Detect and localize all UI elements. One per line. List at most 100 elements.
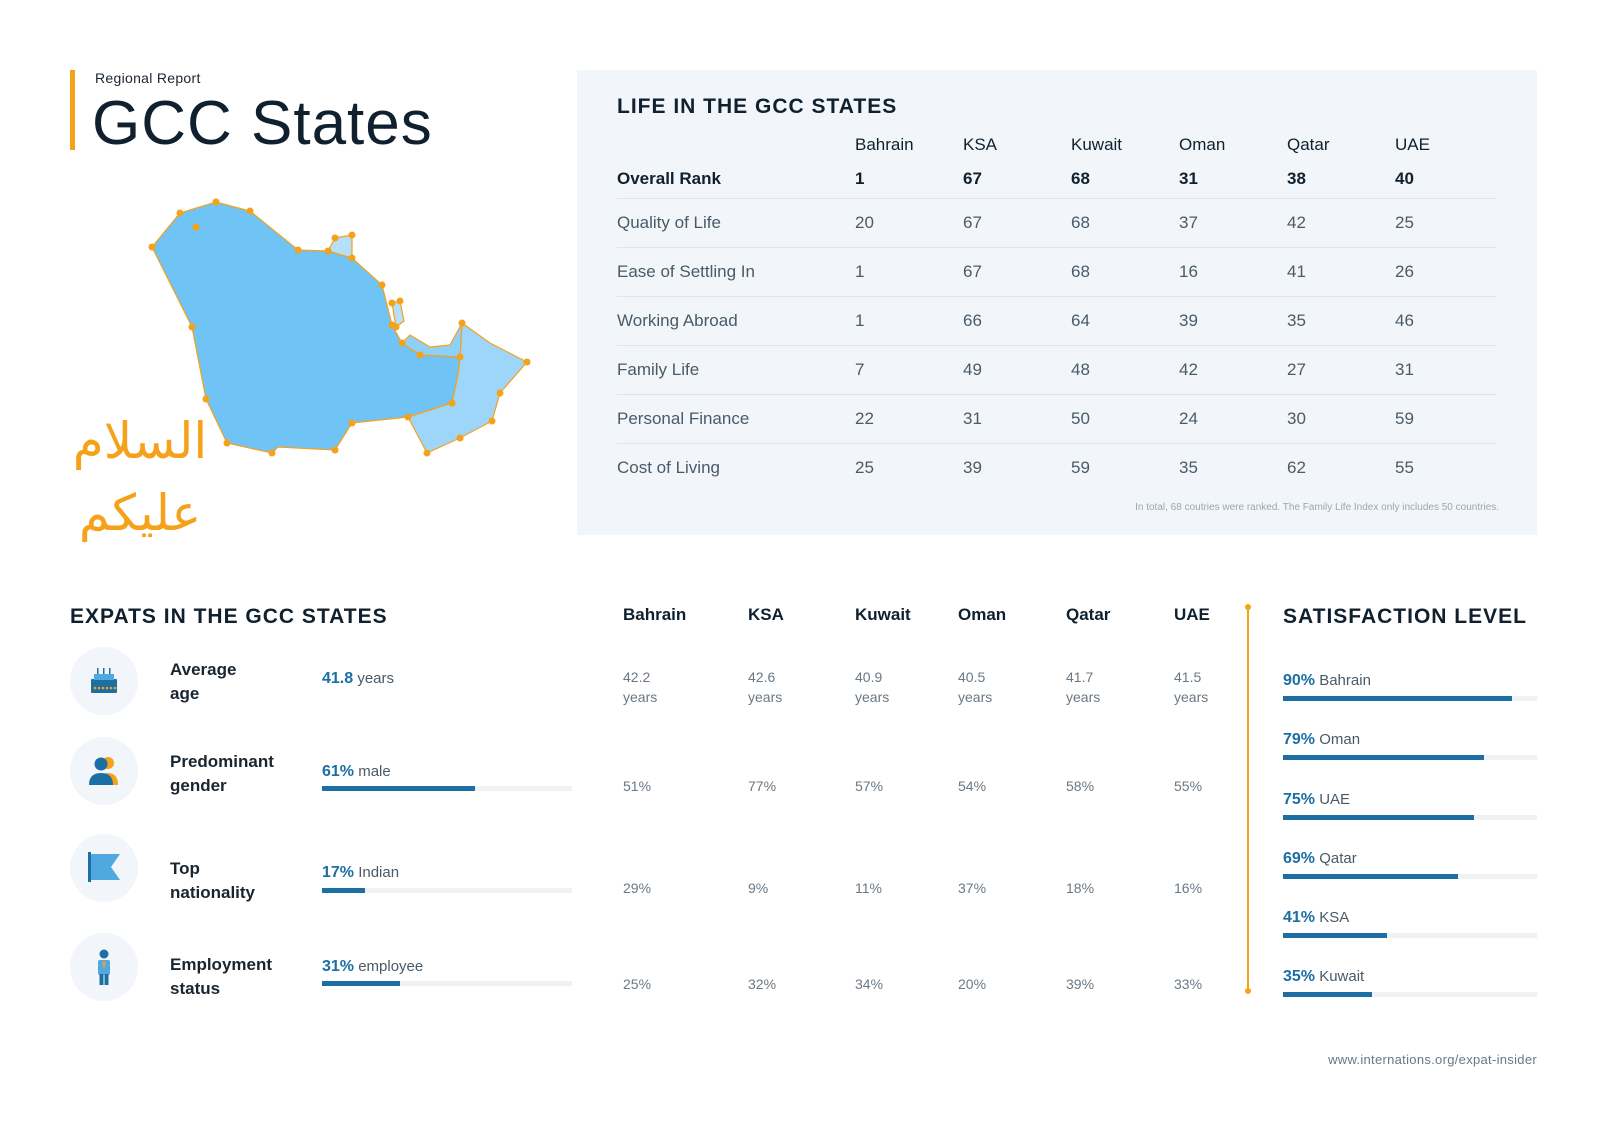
gender-icon-circle xyxy=(70,737,138,805)
cell-value: 40.9 xyxy=(855,669,883,685)
cell-value: 42.6 xyxy=(748,669,776,685)
nationality-cell: 37% xyxy=(958,880,987,896)
row-value: 46 xyxy=(1387,296,1497,346)
report-subtitle: Regional Report xyxy=(95,70,201,86)
cell-unit: years xyxy=(958,689,993,705)
row-value: 62 xyxy=(1287,457,1306,477)
satisfaction-pct: 79% xyxy=(1283,731,1316,748)
row-value: 64 xyxy=(1063,296,1171,346)
table-row: Family Life 7 49 48 42 27 31 xyxy=(617,345,1497,395)
gender-cell: 51% xyxy=(623,778,652,794)
satisfaction-item: 41% KSA xyxy=(1283,909,1537,938)
cell-value: 40.5 xyxy=(958,669,986,685)
life-header-country: Oman xyxy=(1179,135,1226,154)
satisfaction-item: 69% Qatar xyxy=(1283,850,1537,879)
row-value: 26 xyxy=(1387,247,1497,297)
metric-label-line: nationality xyxy=(170,883,256,902)
metric-label-line: Predominant xyxy=(170,752,274,771)
divider-dot-top xyxy=(1245,604,1251,610)
arabic-greeting: السلام عليكم xyxy=(65,405,215,549)
row-label: Personal Finance xyxy=(617,394,847,444)
nationality-cell: 9% xyxy=(748,880,769,896)
employment-icon-circle xyxy=(70,933,138,1001)
row-label: Ease of Settling In xyxy=(617,247,847,297)
row-value: 66 xyxy=(955,296,1063,346)
metric-label-nationality: Top nationality xyxy=(170,857,255,905)
metric-label-line: Average xyxy=(170,660,237,679)
gender-bar-fill xyxy=(322,786,475,791)
satisfaction-pct: 75% xyxy=(1283,791,1316,808)
row-label: Family Life xyxy=(617,345,847,395)
row-value: 25 xyxy=(1387,198,1497,248)
satisfaction-country: Qatar xyxy=(1319,850,1357,867)
row-value: 49 xyxy=(955,345,1063,395)
expats-header-country: KSA xyxy=(748,605,784,624)
life-table-header: Bahrain KSA Kuwait Oman Qatar UAE xyxy=(617,130,1497,160)
table-row: Personal Finance 22 31 50 24 30 59 xyxy=(617,394,1497,444)
satisfaction-label: 41% KSA xyxy=(1283,909,1537,927)
row-value: 30 xyxy=(1279,394,1387,444)
map-oman xyxy=(407,321,528,454)
row-value: 31 xyxy=(1171,160,1279,199)
satisfaction-pct: 35% xyxy=(1283,968,1316,985)
birthday-cake-icon xyxy=(91,668,117,693)
life-table: Bahrain KSA Kuwait Oman Qatar UAE Overal… xyxy=(617,130,1497,492)
map-uae xyxy=(401,322,463,358)
satisfaction-item: 75% UAE xyxy=(1283,791,1537,820)
row-value: 50 xyxy=(1063,394,1171,444)
cell-value: 41.7 xyxy=(1066,669,1094,685)
row-value: 7 xyxy=(847,345,955,395)
metric-unit: years xyxy=(357,670,394,687)
satisfaction-bar-fill xyxy=(1283,874,1459,879)
row-value: 59 xyxy=(1071,457,1090,477)
row-label: Working Abroad xyxy=(617,296,847,346)
metric-number: 17% xyxy=(322,864,355,881)
satisfaction-bar-fill xyxy=(1283,992,1372,997)
row-value: 20 xyxy=(847,198,955,248)
table-row: Working Abroad 1 66 64 39 35 46 xyxy=(617,296,1497,346)
table-row: Overall Rank 1 67 68 31 38 40 xyxy=(617,160,1497,199)
row-label: Overall Rank xyxy=(617,160,847,199)
satisfaction-item: 90% Bahrain xyxy=(1283,672,1537,701)
satisfaction-bar-track xyxy=(1283,755,1537,760)
row-value: 38 xyxy=(1279,160,1387,199)
row-value: 35 xyxy=(1179,457,1198,477)
employment-cell: 39% xyxy=(1066,976,1095,992)
row-value: 42 xyxy=(1279,198,1387,248)
metric-number: 31% xyxy=(322,958,355,975)
satisfaction-country: KSA xyxy=(1319,909,1350,926)
row-value: 68 xyxy=(1063,160,1171,199)
life-footnote: In total, 68 coutries were ranked. The F… xyxy=(1135,502,1499,513)
row-value: 67 xyxy=(955,247,1063,297)
satisfaction-item: 79% Oman xyxy=(1283,731,1537,760)
employment-cell: 32% xyxy=(748,976,777,992)
age-cell: 42.2 years xyxy=(623,667,657,707)
row-value: 1 xyxy=(847,296,955,346)
employment-bar-track xyxy=(322,981,572,986)
life-header-country: Kuwait xyxy=(1071,135,1123,154)
life-header-country: Bahrain xyxy=(855,135,914,154)
row-value: 68 xyxy=(1063,198,1171,248)
satisfaction-pct: 69% xyxy=(1283,850,1316,867)
metric-label-line: age xyxy=(170,684,200,703)
expats-title: EXPATS IN THE GCC STATES xyxy=(70,605,388,628)
row-value: 31 xyxy=(955,394,1063,444)
nationality-cell: 11% xyxy=(855,880,882,896)
life-header-country: KSA xyxy=(963,135,998,154)
footer-url[interactable]: www.internations.org/expat-insider xyxy=(1328,1052,1537,1067)
row-value: 22 xyxy=(847,394,955,444)
nationality-bar-fill xyxy=(322,888,365,893)
metric-value-employment: 31% employee xyxy=(322,958,423,976)
gcc-map-graphic xyxy=(148,198,531,457)
row-value: 35 xyxy=(1279,296,1387,346)
metric-value-gender: 61% male xyxy=(322,763,391,781)
cell-value: 42.2 xyxy=(623,669,651,685)
satisfaction-label: 35% Kuwait xyxy=(1283,968,1537,986)
age-cell: 41.7 years xyxy=(1066,667,1100,707)
satisfaction-bar-track xyxy=(1283,933,1537,938)
arabic-greeting-line2: عليكم xyxy=(78,484,202,542)
gender-cell: 55% xyxy=(1174,778,1203,794)
row-value: 67 xyxy=(955,198,1063,248)
employment-cell: 25% xyxy=(623,976,652,992)
metric-label-age: Average age xyxy=(170,658,236,706)
